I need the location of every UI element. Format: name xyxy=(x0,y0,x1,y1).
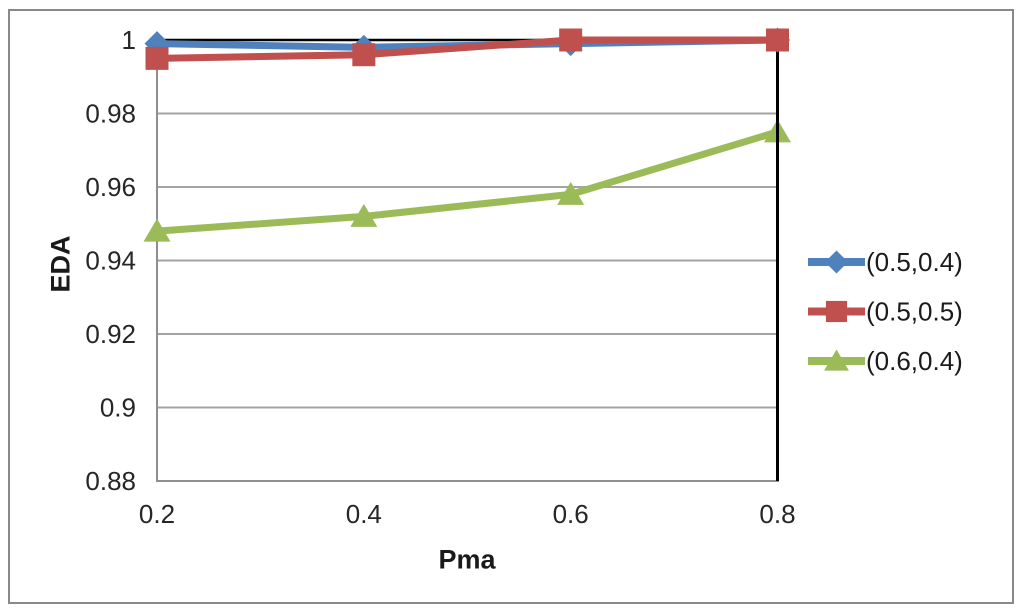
y-tick-label-1: 1 xyxy=(122,25,136,55)
series-line-(0.5,0.5) xyxy=(156,36,778,62)
x-tick-label-0.2: 0.2 xyxy=(139,499,175,529)
marker-(0.5,0.5)-x0.8 xyxy=(766,28,789,52)
marker-(0.5,0.5)-x0.6 xyxy=(559,28,583,52)
x-tick-label-0.6: 0.6 xyxy=(553,499,589,529)
legend-label-(0.6,0.4): (0.6,0.4) xyxy=(866,346,963,376)
x-tick-label-0.4: 0.4 xyxy=(346,499,382,529)
marker-(0.6,0.4)-x0.2 xyxy=(143,218,171,242)
y-tick-label-0.98: 0.98 xyxy=(85,99,136,129)
marker-(0.5,0.5)-x0.2 xyxy=(145,46,169,70)
marker-(0.5,0.5)-x0.4 xyxy=(352,43,376,67)
marker-(0.6,0.4)-x0.4 xyxy=(350,203,378,227)
series-line-(0.6,0.4) xyxy=(156,128,779,235)
y-tick-label-0.96: 0.96 xyxy=(85,172,136,202)
x-axis-title: Pma xyxy=(438,544,496,575)
y-tick-label-0.9: 0.9 xyxy=(100,393,136,423)
y-tick-label-0.88: 0.88 xyxy=(85,466,136,496)
legend-marker-(0.6,0.4) xyxy=(824,349,849,371)
legend-label-(0.5,0.4): (0.5,0.4) xyxy=(866,247,963,277)
legend-marker-(0.5,0.5) xyxy=(825,300,848,323)
marker-(0.6,0.4)-x0.6 xyxy=(557,181,585,205)
legend-label-(0.5,0.5): (0.5,0.5) xyxy=(866,297,963,327)
x-tick-label-0.8: 0.8 xyxy=(759,499,795,529)
y-tick-label-0.92: 0.92 xyxy=(85,319,136,349)
y-axis-title: EDA xyxy=(45,235,76,293)
legend-marker-(0.5,0.4) xyxy=(825,250,848,274)
y-tick-label-0.94: 0.94 xyxy=(85,246,136,276)
